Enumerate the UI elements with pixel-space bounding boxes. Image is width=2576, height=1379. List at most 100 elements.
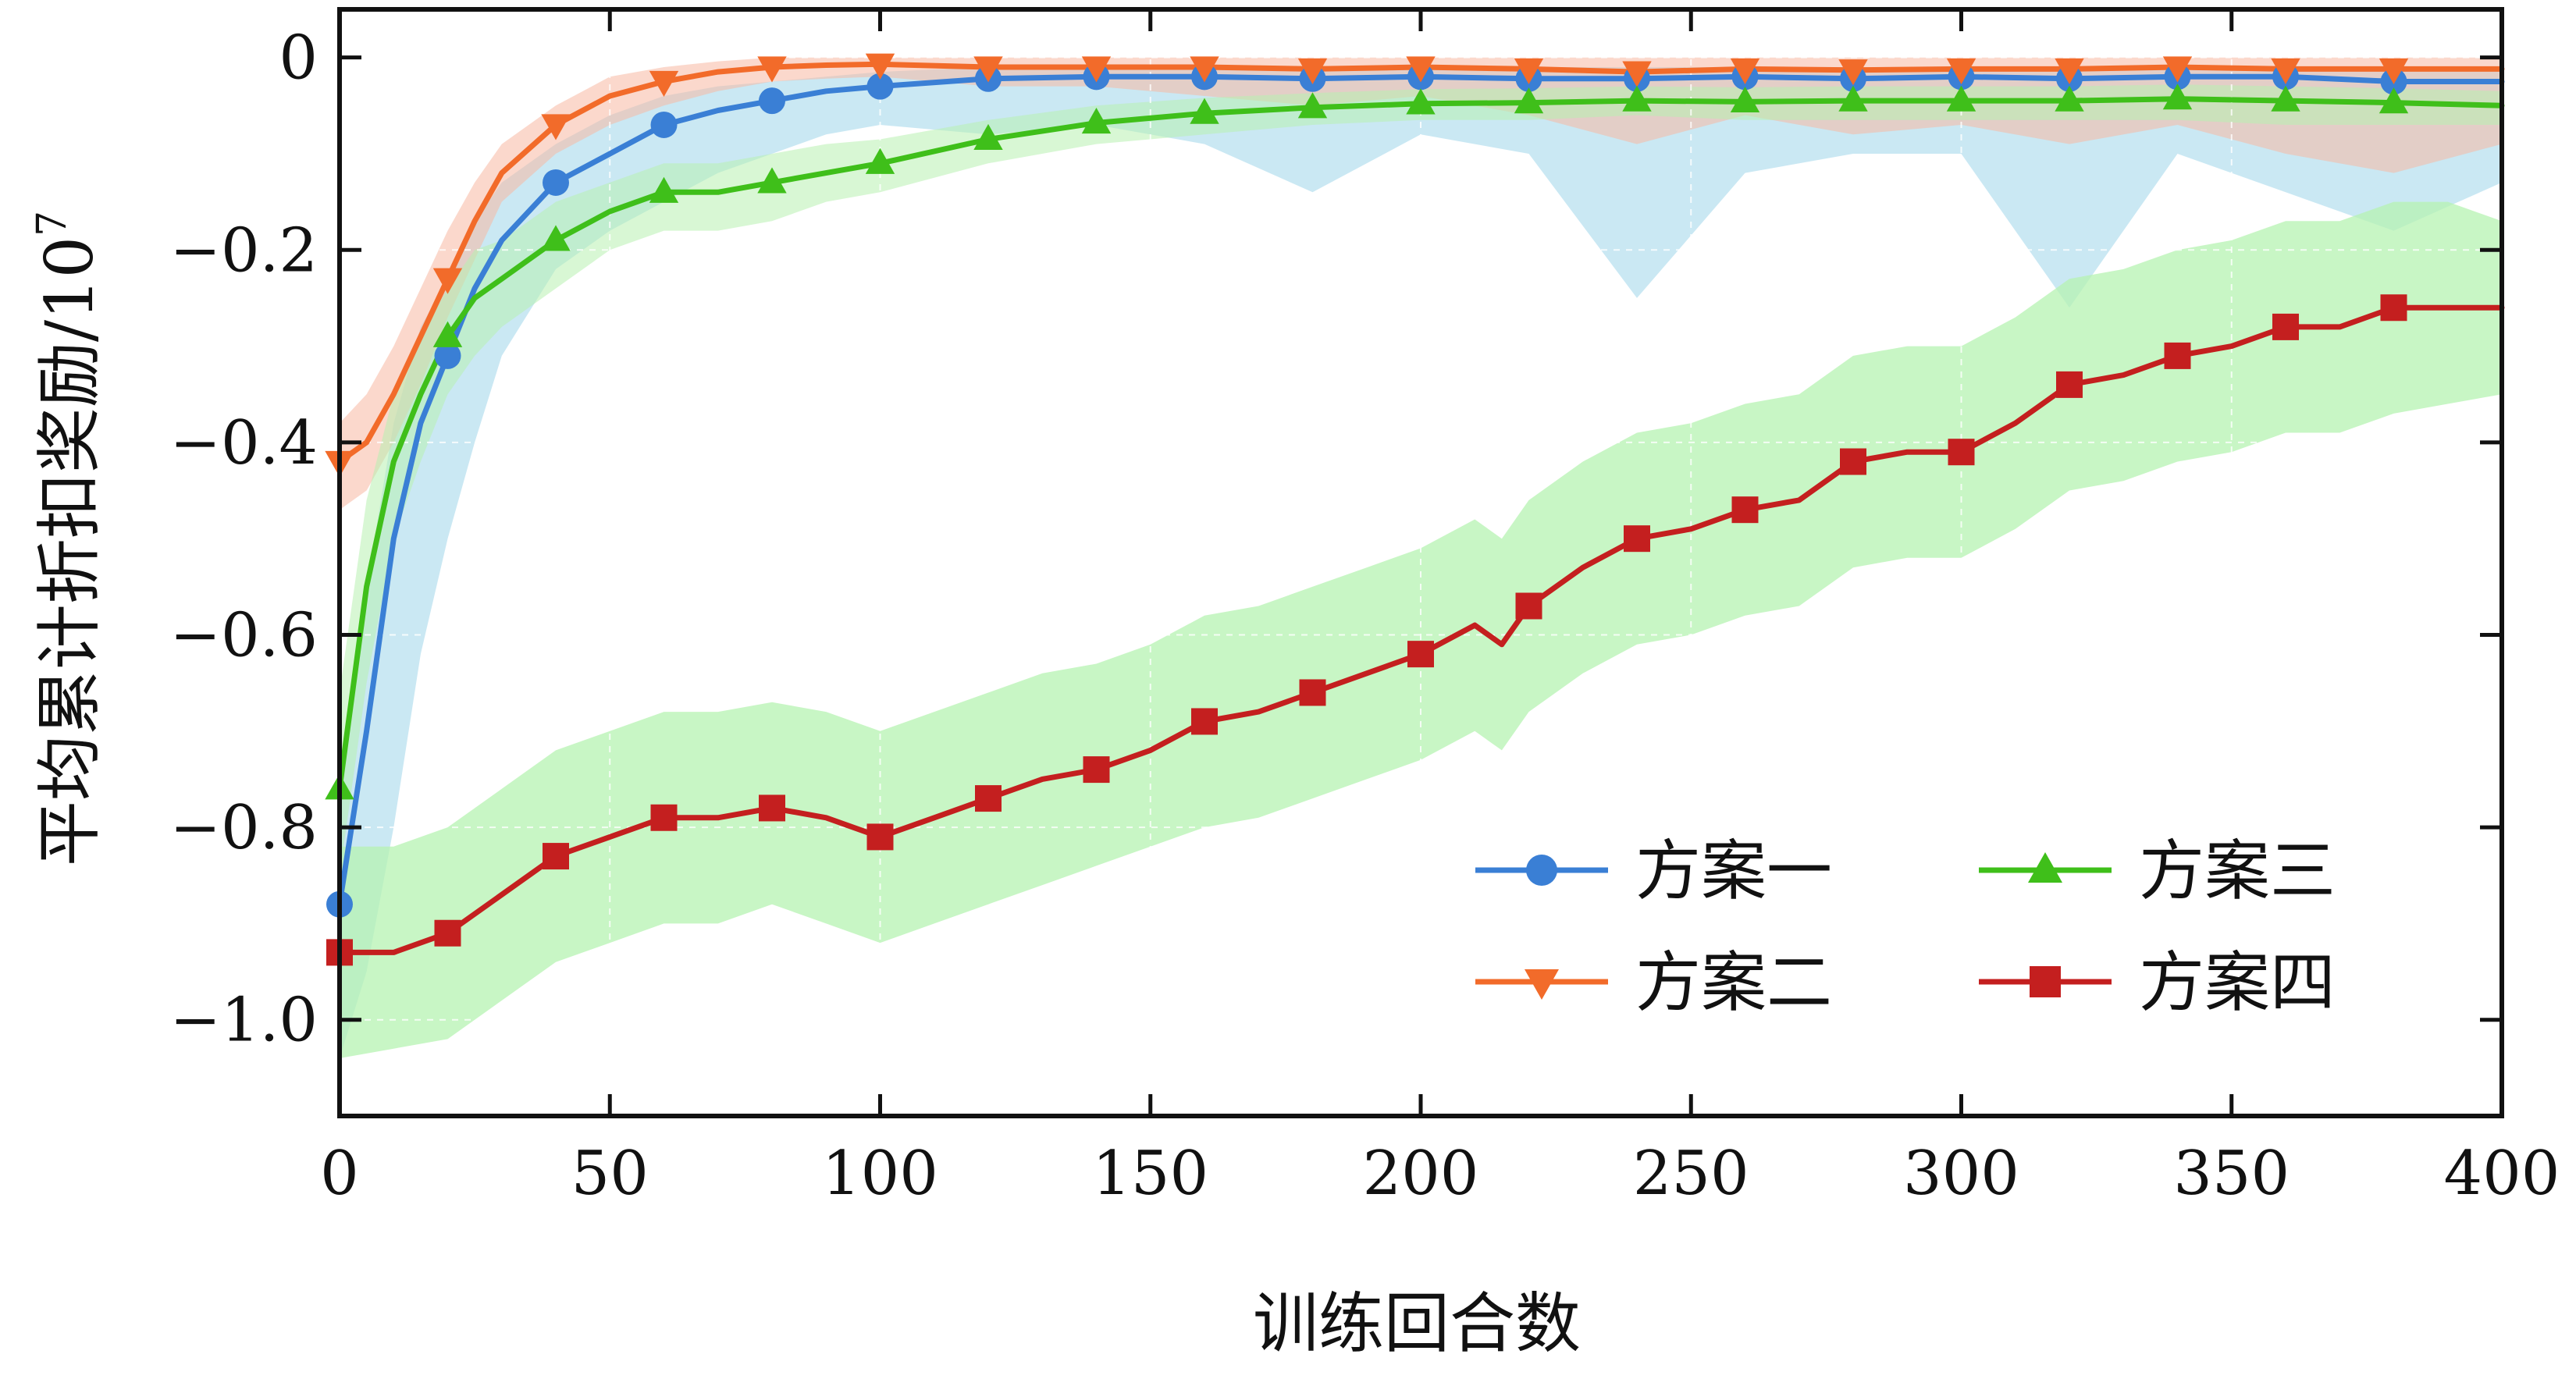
y-tick-label: −0.4 <box>170 408 318 478</box>
series-4-marker <box>1191 708 1218 735</box>
series-4-marker <box>866 823 894 851</box>
series-1-marker <box>866 73 894 100</box>
series-4-marker <box>1083 756 1110 784</box>
series-2-marker <box>1081 56 1112 83</box>
series-4-marker <box>650 804 678 831</box>
series-3-marker <box>2055 85 2084 112</box>
series-3-marker <box>2162 84 2193 110</box>
series-4-marker <box>1840 448 1866 475</box>
series-2-marker <box>1730 58 1760 84</box>
series-1-marker <box>434 342 461 369</box>
series-4-marker <box>1948 439 1975 466</box>
series-4-marker <box>759 794 785 822</box>
series-2-marker <box>1514 58 1544 84</box>
y-axis-ticks: 0 −0.2 −0.4 −0.6 −0.8 −1.0 <box>170 23 2502 1056</box>
series-4-marker <box>1299 679 1326 706</box>
series-4-marker <box>975 785 1002 812</box>
legend-swatch-marker <box>2030 966 2061 997</box>
x-tick-label: 300 <box>1903 1139 2019 1209</box>
series-4-marker <box>1407 641 1434 668</box>
series-3-marker <box>1297 92 1328 119</box>
confidence-band-1 <box>340 67 2502 1058</box>
series-2-marker <box>1946 58 1976 84</box>
y-axis-title-exponent: 7 <box>29 211 76 236</box>
x-tick-label: 350 <box>2173 1139 2290 1209</box>
series-4-marker <box>1624 525 1650 553</box>
series-2-marker <box>432 268 463 294</box>
legend-label: 方案一 <box>1635 833 1832 909</box>
series-3-marker <box>973 123 1003 151</box>
series-3-marker <box>1190 98 1219 124</box>
legend-swatch-marker <box>1526 855 1557 886</box>
series-3-marker <box>432 321 463 347</box>
series-4-marker <box>2056 371 2083 398</box>
series-markers <box>325 53 2409 966</box>
y-axis-title: 平均累计折扣奖励/107 <box>29 211 108 866</box>
series-3-marker <box>1838 85 1868 112</box>
series-2-marker <box>1406 56 1436 83</box>
series-3-marker <box>1081 107 1112 134</box>
legend-label: 方案二 <box>1635 944 1832 1021</box>
series-4-marker <box>1731 496 1759 524</box>
legend-label: 方案三 <box>2139 833 2336 909</box>
x-axis-ticks: 0 50 100 150 200 250 300 350 400 <box>320 9 2560 1209</box>
series-line-4 <box>336 304 2505 955</box>
legend-swatch-marker <box>2028 852 2062 883</box>
x-tick-label: 200 <box>1363 1139 1479 1209</box>
x-tick-label: 50 <box>571 1139 649 1209</box>
series-2-marker <box>1622 61 1652 87</box>
x-axis-title: 训练回合数 <box>1253 1285 1581 1362</box>
y-axis-title-text: 平均累计折扣奖励/10 <box>31 236 108 866</box>
series-3-marker <box>2379 87 2409 114</box>
legend-item-1: 方案一 <box>1475 833 1832 909</box>
y-tick-label: −0.2 <box>170 215 318 286</box>
series-1-marker <box>650 111 678 138</box>
series-4-marker <box>434 919 461 947</box>
legend-swatch-marker <box>1525 969 1559 1000</box>
series-2-marker <box>1297 58 1328 84</box>
series-2-marker <box>973 56 1003 83</box>
y-tick-label: −0.8 <box>170 793 318 863</box>
series-2-marker <box>541 114 571 140</box>
series-2-marker <box>1190 56 1219 83</box>
series-3-marker <box>865 147 895 174</box>
series-3-marker <box>1946 85 1976 112</box>
series-3-marker <box>1514 87 1544 114</box>
legend-item-2: 方案二 <box>1475 944 1832 1021</box>
series-2-marker <box>2162 56 2193 83</box>
x-tick-label: 150 <box>1092 1139 1208 1209</box>
x-tick-label: 250 <box>1633 1139 1749 1209</box>
series-3-marker <box>649 176 679 203</box>
confidence-band-4 <box>340 201 2502 1059</box>
series-2-marker <box>2379 58 2409 84</box>
legend-label: 方案四 <box>2139 944 2336 1021</box>
x-tick-label: 0 <box>320 1139 359 1209</box>
legend-item-3: 方案三 <box>1979 833 2336 909</box>
series-2-marker <box>2055 58 2084 84</box>
series-3-marker <box>757 167 787 194</box>
series-1-marker <box>543 169 569 196</box>
series-2-marker <box>757 56 787 83</box>
series-2-marker <box>2271 58 2300 84</box>
series-2-marker <box>1838 59 1868 86</box>
series-4-marker <box>2164 342 2191 369</box>
series-3-marker <box>1406 88 1436 115</box>
series-4-marker <box>1515 592 1542 620</box>
y-tick-label: −0.6 <box>170 600 318 670</box>
series-2-marker <box>865 53 895 80</box>
series-4-marker <box>543 843 569 870</box>
y-tick-label: 0 <box>279 23 318 94</box>
series-3-marker <box>541 225 571 251</box>
series-1-marker <box>759 87 785 115</box>
series-3-marker <box>2271 85 2300 112</box>
legend-item-4: 方案四 <box>1979 944 2336 1021</box>
series-3-marker <box>1730 86 1760 112</box>
x-tick-label: 400 <box>2444 1139 2560 1209</box>
series-4-marker <box>2272 313 2299 340</box>
series-4-marker <box>2380 294 2407 322</box>
series-3-marker <box>1622 85 1652 112</box>
series-2-marker <box>649 70 679 98</box>
